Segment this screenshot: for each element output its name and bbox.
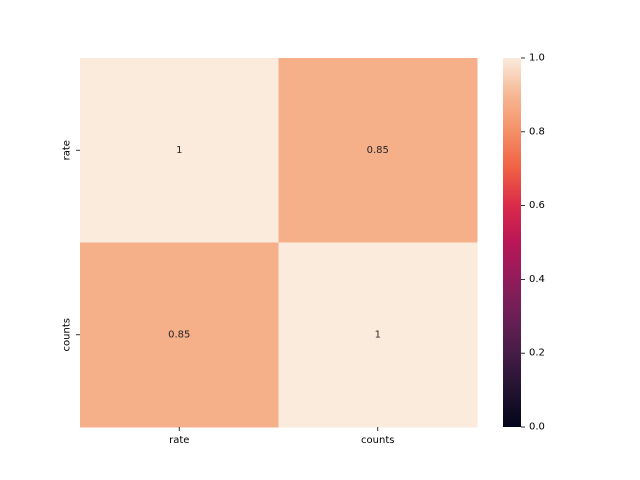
heatmap-annotations: 1 0.85 0.85 1 [168, 145, 389, 341]
colorbar-tick-label: 1.0 [529, 53, 545, 64]
y-axis: rate counts [62, 140, 80, 351]
heatmap-cell-rate-rate [80, 58, 279, 243]
heatmap-cell-rate-counts [278, 58, 478, 243]
colorbar-gradient [503, 58, 521, 427]
colorbar-tick-label: 0.0 [529, 422, 545, 433]
x-tick-label: rate [169, 435, 189, 446]
heatmap-annotation: 0.85 [367, 145, 389, 156]
colorbar-tick-label: 0.2 [529, 348, 545, 359]
heatmap-annotation: 1 [176, 145, 182, 156]
heatmap-cell-counts-rate [80, 242, 279, 428]
colorbar [503, 58, 521, 427]
y-tick-label: counts [62, 318, 73, 351]
colorbar-tick-label: 0.8 [529, 126, 545, 137]
colorbar-ticks: 0.0 0.2 0.4 0.6 0.8 1.0 [521, 53, 545, 433]
heatmap-annotation: 0.85 [168, 329, 190, 340]
colorbar-tick-label: 0.6 [529, 200, 545, 211]
y-tick-label: rate [62, 140, 73, 160]
heatmap-cells [80, 58, 478, 428]
heatmap-cell-counts-counts [278, 242, 478, 428]
x-tick-label: counts [361, 435, 394, 446]
x-axis: rate counts [169, 427, 394, 446]
heatmap-annotation: 1 [375, 329, 381, 340]
colorbar-tick-label: 0.4 [529, 274, 545, 285]
